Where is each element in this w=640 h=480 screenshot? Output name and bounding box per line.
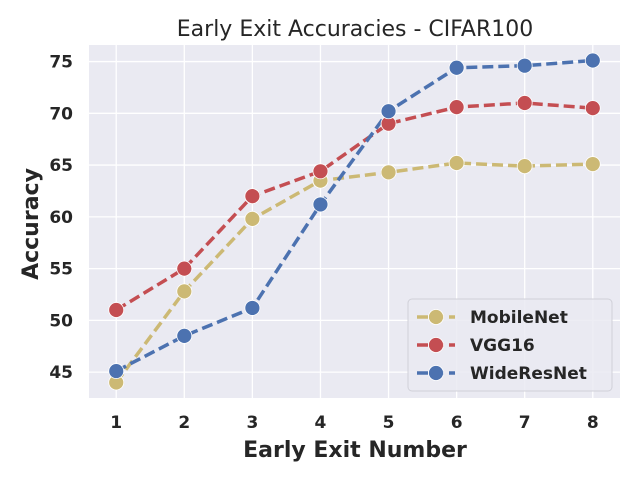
legend-label: WideResNet bbox=[470, 364, 587, 384]
data-point-mobilenet bbox=[380, 164, 397, 181]
data-point-mobilenet bbox=[584, 156, 601, 172]
chart-title: Early Exit Accuracies - CIFAR100 bbox=[177, 17, 533, 42]
data-point-vgg16 bbox=[176, 260, 193, 277]
data-point-mobilenet bbox=[244, 211, 261, 227]
x-axis-label: Early Exit Number bbox=[243, 438, 467, 463]
x-tick-label: 7 bbox=[519, 413, 531, 433]
series-line-vgg16 bbox=[115, 101, 593, 312]
data-point-vgg16 bbox=[108, 302, 125, 318]
data-point-mobilenet bbox=[448, 155, 465, 171]
data-point-vgg16 bbox=[448, 99, 465, 116]
x-tick-label: 3 bbox=[246, 413, 258, 433]
data-point-mobilenet bbox=[176, 283, 193, 300]
legend-label: MobileNet bbox=[470, 308, 568, 328]
data-point-vgg16 bbox=[516, 95, 533, 111]
data-point-vgg16 bbox=[312, 163, 329, 180]
data-point-wideresnet bbox=[312, 196, 329, 213]
y-tick-label: 50 bbox=[49, 311, 73, 331]
data-point-wideresnet bbox=[380, 103, 397, 120]
legend-label: VGG16 bbox=[470, 336, 535, 356]
y-tick-label: 65 bbox=[49, 156, 73, 176]
y-tick-label: 70 bbox=[49, 104, 73, 124]
data-point-wideresnet bbox=[584, 52, 601, 69]
y-tick-label: 75 bbox=[49, 53, 73, 73]
data-point-wideresnet bbox=[516, 57, 533, 74]
series-line-mobilenet bbox=[114, 161, 593, 384]
data-point-mobilenet bbox=[516, 158, 533, 175]
series-lines bbox=[114, 58, 593, 384]
series-line-wideresnet bbox=[115, 58, 593, 373]
legend-box bbox=[407, 298, 613, 392]
data-point-wideresnet bbox=[244, 300, 261, 316]
series-markers bbox=[108, 52, 601, 391]
data-point-vgg16 bbox=[244, 188, 261, 205]
data-point-wideresnet bbox=[176, 327, 193, 344]
x-tick-label: 8 bbox=[587, 413, 599, 433]
y-tick-label: 60 bbox=[49, 208, 73, 228]
y-tick-label: 45 bbox=[49, 363, 73, 383]
legend-marker bbox=[428, 365, 444, 381]
data-point-vgg16 bbox=[584, 100, 601, 117]
legend-marker bbox=[428, 337, 444, 353]
x-tick-label: 5 bbox=[383, 413, 395, 433]
x-tick-label: 4 bbox=[315, 413, 327, 433]
x-tick-labels: 1 2 3 4 5 6 7 8 bbox=[110, 413, 598, 433]
data-point-wideresnet bbox=[448, 59, 465, 76]
x-tick-label: 1 bbox=[110, 413, 122, 433]
legend-marker bbox=[428, 309, 444, 325]
data-point-wideresnet bbox=[108, 363, 125, 379]
x-tick-label: 2 bbox=[178, 413, 190, 433]
legend: MobileNet VGG16 WideResNet bbox=[407, 298, 613, 392]
y-tick-labels: 45 50 55 60 65 70 75 bbox=[49, 53, 73, 384]
y-axis-label: Accuracy bbox=[19, 168, 44, 280]
y-tick-label: 55 bbox=[49, 260, 73, 280]
x-tick-label: 6 bbox=[451, 413, 463, 433]
